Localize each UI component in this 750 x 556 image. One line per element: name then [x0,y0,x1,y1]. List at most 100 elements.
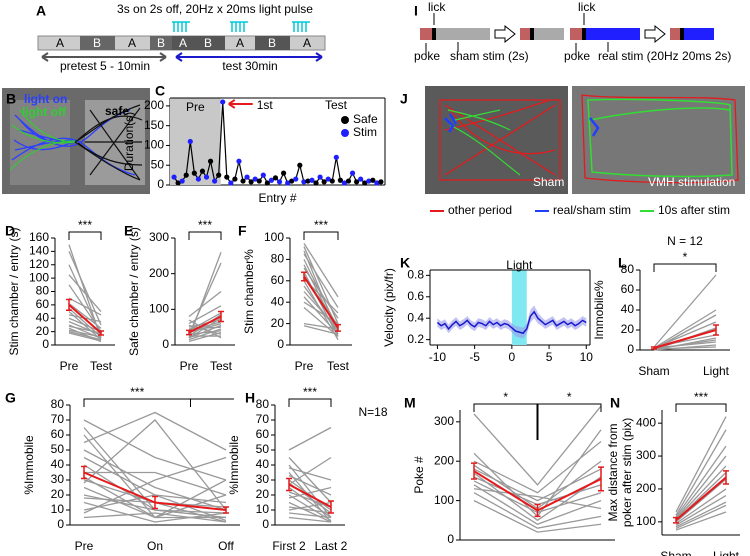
data-point [297,162,303,168]
data-line [436,310,587,335]
y-axis-label: Velocity (pix/fr) [382,268,396,347]
subject-line [653,274,717,348]
subject-line [83,456,227,514]
data-point [175,180,181,186]
data-point [240,178,246,184]
panel-label: D [5,223,15,239]
subject-line [288,467,332,481]
subject-line [68,325,102,334]
error-bar [286,477,292,492]
x-tick-label: Sham [660,549,691,556]
mean-line [653,329,717,349]
x-tick-label: On [147,539,163,553]
panel-label: B [6,91,16,107]
y-tick-label: 60 [51,427,65,441]
sham-stim-box [534,28,564,40]
subject-line [675,445,727,518]
subject-line [675,494,727,526]
y-tick-label: 0.4 [407,310,424,324]
subject-line [288,426,332,451]
y-tick-label: 40 [51,457,65,471]
y-tick-label: 20 [621,322,635,336]
y-tick-label: 0 [162,337,169,351]
significance-bracket [473,403,538,412]
y-tick-label: 0 [157,177,164,191]
mean-line [68,304,102,334]
y-axis-label: Max distance from [606,423,620,521]
significance-bracket [303,231,339,240]
y-tick-label: 0 [262,517,269,531]
y-tick-label: 20 [51,487,65,501]
error-bar [98,330,104,336]
subject-line [675,429,727,516]
subject-line [83,419,227,511]
x-tick-label: Last 2 [315,539,348,553]
x-tick-label: Pre [60,359,79,373]
x-tick-label: Pre [75,539,94,553]
y-tick-label: 10 [256,502,270,516]
data-point [301,179,307,185]
photo [425,86,568,194]
x-tick-label: After [588,554,613,556]
y-tick-label: 200 [144,98,164,112]
subject-line [675,511,727,531]
significance-bracket [288,398,332,407]
data-point [191,170,197,176]
subject-line [675,504,727,530]
y-tick-label: 10 [51,502,65,516]
subject-line [653,346,717,350]
poke-box [670,28,680,40]
y-tick-label: 50 [151,157,165,171]
significance-label: * [683,250,688,264]
subject-line [288,501,332,523]
data-point [232,176,238,182]
data-point [216,172,222,178]
subject-line [303,291,339,330]
x-axis-label: Entry # [258,191,296,205]
subject-line [288,457,332,503]
legend-marker [341,116,349,124]
arrow [644,24,666,44]
subject-line [188,331,222,343]
significance-label: *** [198,218,212,232]
y-tick-label: 80 [256,397,270,411]
y-tick-label: 20 [271,316,285,330]
mean-line [188,315,222,334]
subject-line [675,488,727,525]
significance-label: *** [694,390,708,404]
y-tick-label: 0 [447,532,454,546]
y-axis-label: Stim chamber% [242,249,256,334]
protocol-header: 3s on 2s off, 20Hz x 20ms light pulse [117,2,313,16]
y-tick-label: 0.2 [407,332,424,346]
subject-line [653,341,717,349]
error-bar [471,462,477,480]
subject-line [188,319,222,339]
data-point [313,180,319,186]
data-point [203,174,210,180]
subject-line [83,419,227,481]
x-tick-label: Light [524,554,551,556]
legend-label: 10s after stim [658,203,730,217]
subject-line [68,320,102,336]
significance-label: *** [130,385,144,399]
y-axis-label: Poke # [412,456,426,494]
subject-line [303,285,339,333]
sample-size: N = 12 [667,234,703,248]
stim-label: sham stim (2s) [450,49,529,63]
data-point [268,177,275,183]
segment-label: B [157,36,165,50]
error-band [437,305,587,339]
data-point [321,179,327,185]
test-label: Test [325,98,348,112]
panel-label: A [36,3,46,19]
y-tick-label: 0 [277,337,284,351]
error-bar [723,470,729,485]
data-point [220,99,226,105]
subject-line [68,303,102,329]
subject-line [188,290,222,317]
subject-line [83,494,227,522]
pointer [575,13,609,55]
subject-line [288,491,332,508]
subject-line [675,416,727,513]
data-point [228,180,234,186]
